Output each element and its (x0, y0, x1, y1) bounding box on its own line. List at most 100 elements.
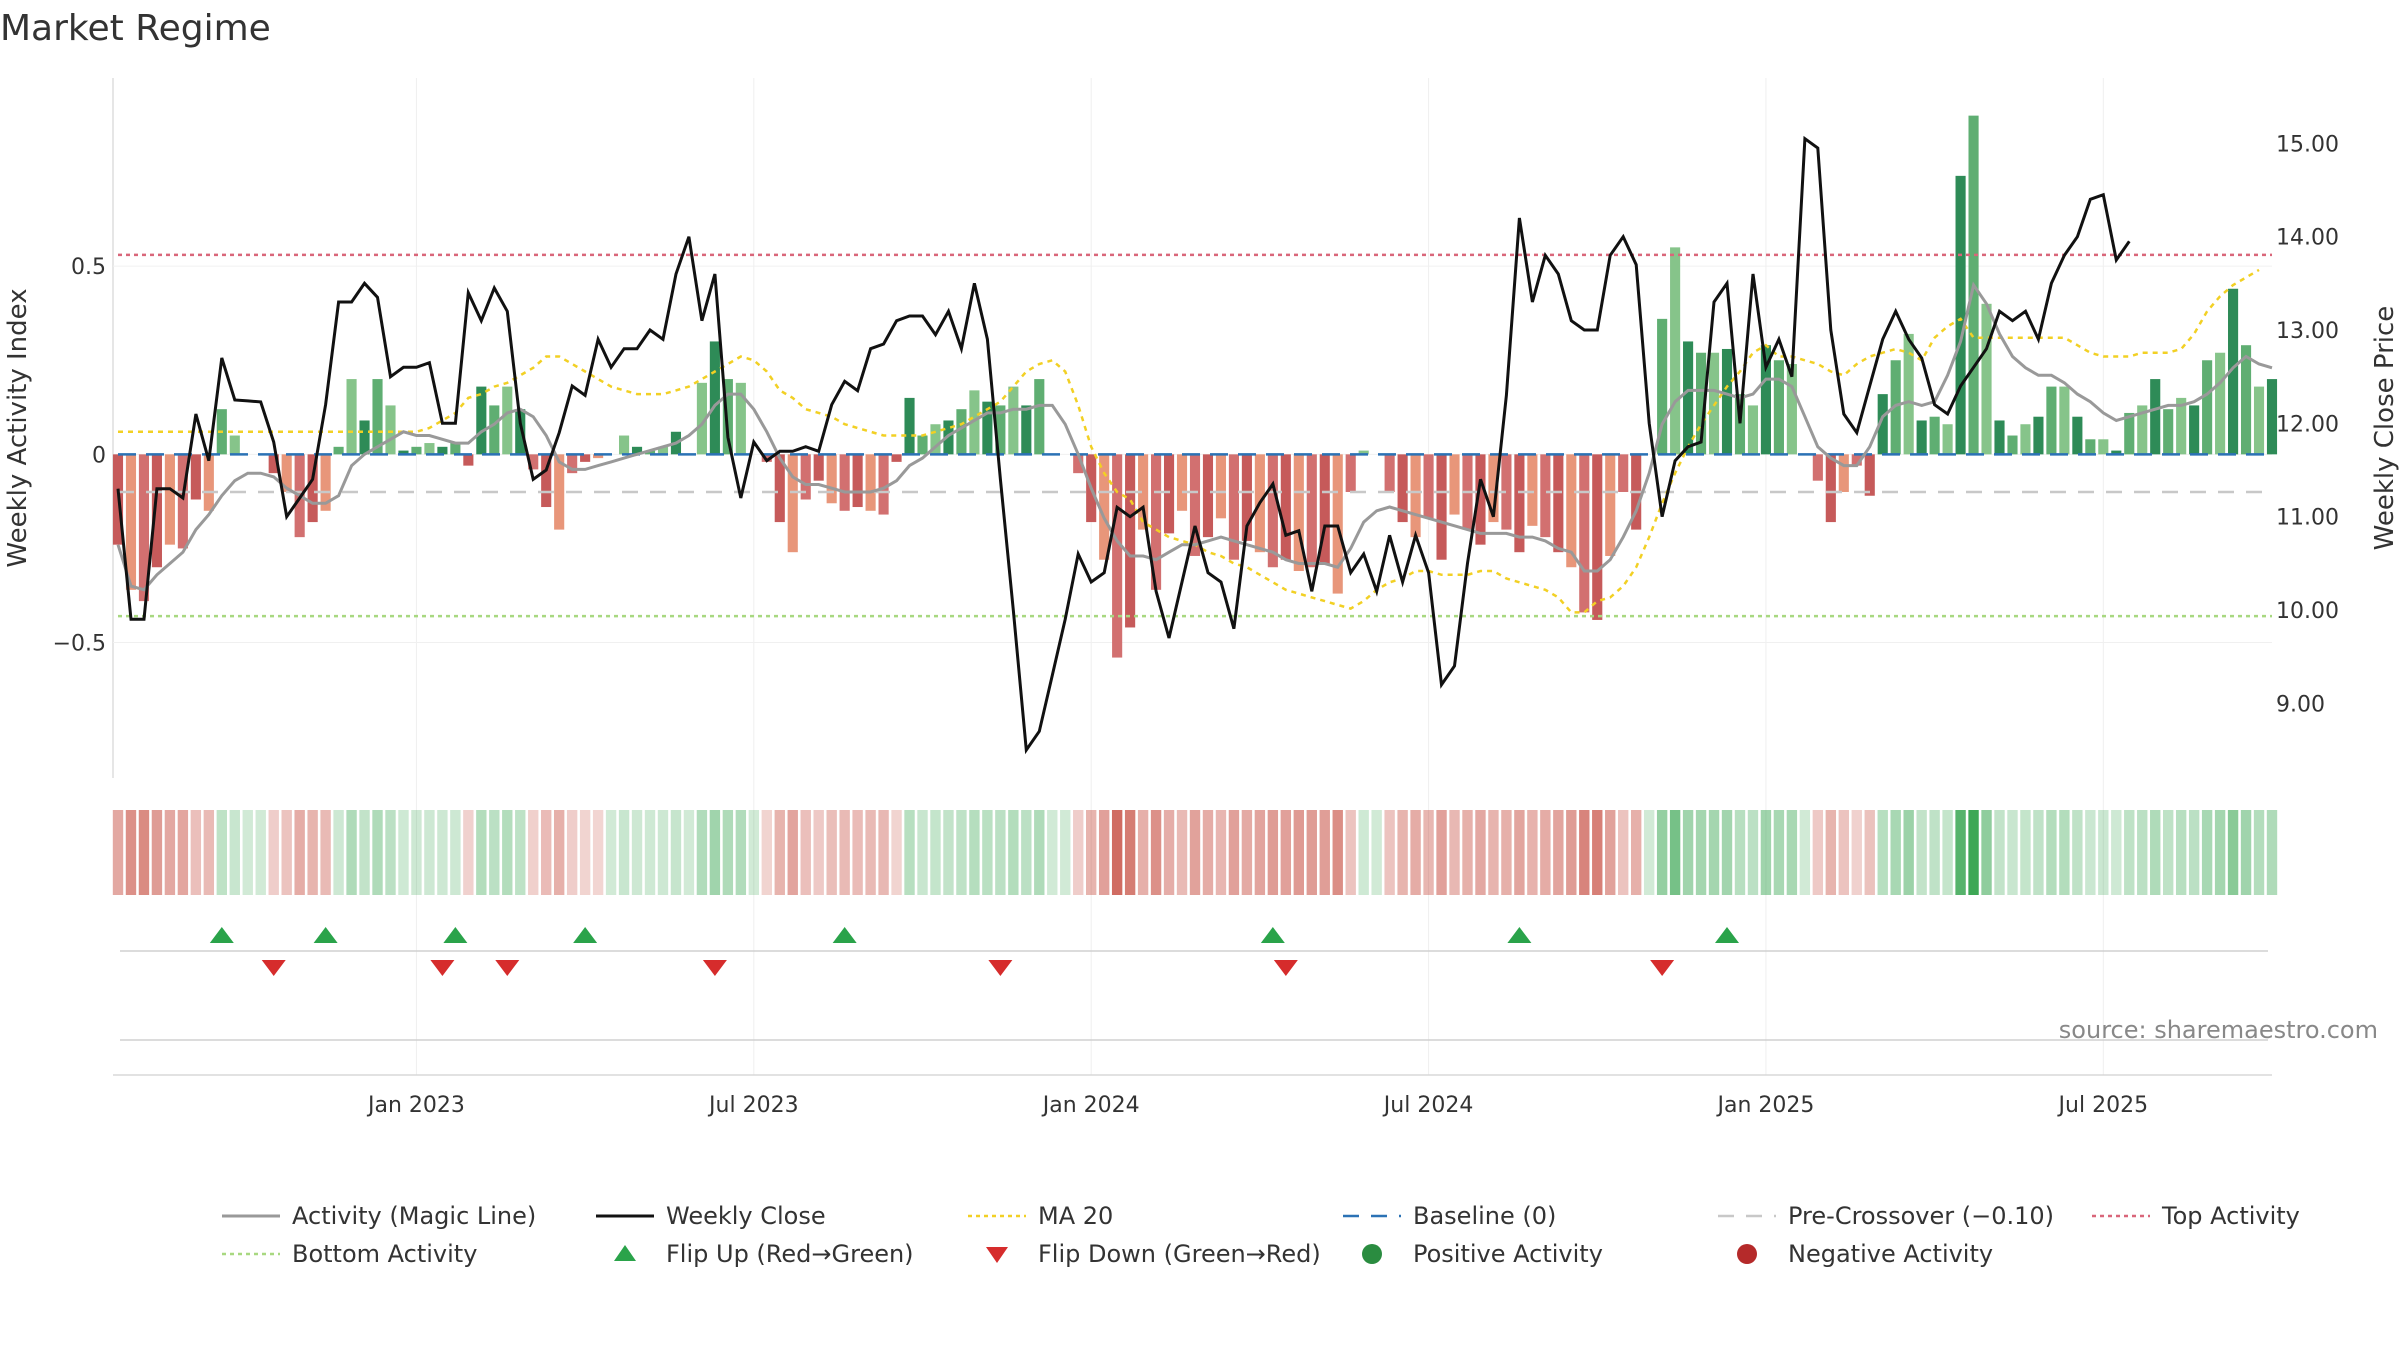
activity-bar (203, 454, 214, 511)
weekly-close-line (116, 135, 2131, 755)
regime-strip-cell (644, 810, 656, 895)
regime-strip-cell (1747, 810, 1759, 895)
activity-bar (359, 420, 370, 455)
activity-bar (1306, 454, 1317, 568)
activity-bar (1747, 405, 1759, 455)
regime-strip-cell (1501, 810, 1512, 895)
flip-up-marker (209, 927, 234, 943)
activity-bar (372, 379, 383, 455)
regime-strip-cell (1721, 810, 1733, 895)
y-right-axis-title: Weekly Close Price (2370, 306, 2400, 551)
regime-strip-cell (502, 810, 513, 895)
regime-strip-cell (956, 810, 967, 895)
regime-strip-cell (1060, 810, 1071, 895)
regime-strip-cell (2227, 810, 2239, 895)
regime-strip-cell (138, 810, 150, 895)
activity-bar (787, 454, 798, 553)
activity-bar (1812, 454, 1823, 481)
regime-strip-cell (229, 810, 240, 895)
regime-strip-cell (1449, 810, 1460, 895)
regime-strip-cell (618, 810, 630, 895)
activity-bar (1903, 333, 1914, 455)
regime-strip-cell (1241, 810, 1253, 895)
regime-strip-cell (1073, 810, 1084, 895)
regime-strip-cell (878, 810, 889, 895)
activity-bar (1280, 454, 1291, 560)
activity-bar (2228, 288, 2239, 455)
regime-strip-cell (774, 810, 785, 895)
regime-strip-cell (1760, 810, 1772, 895)
regime-strip-cell (177, 810, 189, 895)
regime-strip-cell (1708, 810, 1720, 895)
y-right-tick-label: 11.00 (2276, 506, 2339, 531)
activity-bar (865, 454, 876, 511)
regime-strip-cell (1968, 810, 1979, 895)
legend-swatch (1362, 1244, 1382, 1264)
activity-bar (644, 450, 656, 455)
activity-bar (1683, 341, 1694, 455)
regime-strip-cell (1929, 810, 1940, 895)
regime-strip-cell (1137, 810, 1149, 895)
regime-strip-cell (683, 810, 695, 895)
activity-bar (1384, 454, 1395, 492)
regime-strip-cell (2240, 810, 2252, 895)
activity-bar (1760, 345, 1772, 455)
activity-bar (411, 446, 422, 455)
regime-strip-cell (1475, 810, 1486, 895)
activity-bar (1657, 318, 1668, 455)
activity-bar (2085, 439, 2096, 455)
activity-bar (774, 454, 785, 523)
regime-strip-cell (1371, 810, 1382, 895)
regime-strip-cell (411, 810, 422, 895)
regime-strip-cell (1397, 810, 1408, 895)
regime-strip-cell (1267, 810, 1279, 895)
flip-up-marker (832, 927, 857, 943)
activity-bar (1618, 454, 1629, 492)
flip-up-marker (573, 927, 598, 943)
regime-strip-cell (281, 810, 292, 895)
activity-bar (852, 454, 863, 508)
regime-strip-cell (1098, 810, 1110, 895)
regime-strip-cell (631, 810, 643, 895)
y-left-axis-title: Weekly Activity Index (3, 288, 33, 567)
regime-strip-cell (515, 810, 526, 895)
regime-strip-cell (1228, 810, 1240, 895)
activity-bar (2176, 397, 2187, 455)
regime-strip-cell (1618, 810, 1629, 895)
regime-strip-cell (670, 810, 682, 895)
activity-bar (930, 424, 941, 455)
regime-strip-cell (1150, 810, 1162, 895)
regime-strip-cell (268, 810, 279, 895)
regime-strip-cell (112, 810, 124, 895)
regime-strip-cell (1786, 810, 1798, 895)
activity-bar (1527, 454, 1538, 526)
regime-strip-cell (2007, 810, 2018, 895)
regime-strip-cell (1462, 810, 1473, 895)
activity-bar (268, 454, 279, 474)
x-tick-label: Jan 2023 (366, 1093, 465, 1118)
legend-label: Flip Up (Red→Green) (666, 1240, 914, 1268)
activity-bar (1501, 454, 1512, 530)
flip-down-marker (702, 960, 727, 976)
activity-bar (580, 454, 591, 462)
regime-strip-cell (190, 810, 202, 895)
regime-strip-cell (1163, 810, 1175, 895)
regime-strip-cell (1682, 810, 1694, 895)
regime-strip-cell (1293, 810, 1304, 895)
x-tick-label: Jul 2023 (707, 1093, 799, 1118)
flip-down-marker (261, 960, 286, 976)
activity-bar (1981, 303, 1992, 455)
regime-strip-cell (1812, 810, 1824, 895)
activity-bar (1112, 454, 1123, 658)
activity-bar (515, 409, 526, 455)
activity-bar (2059, 386, 2070, 455)
activity-bar (1734, 394, 1746, 455)
activity-bar (2215, 352, 2226, 455)
regime-strip-cell (1695, 810, 1707, 895)
activity-bar (2137, 405, 2148, 455)
y-left-tick-label: 0.5 (71, 255, 106, 280)
x-tick-label: Jan 2025 (1715, 1093, 1814, 1118)
regime-strip-cell (307, 810, 318, 895)
activity-bar (1423, 454, 1434, 519)
regime-strip-cell (2072, 810, 2083, 895)
